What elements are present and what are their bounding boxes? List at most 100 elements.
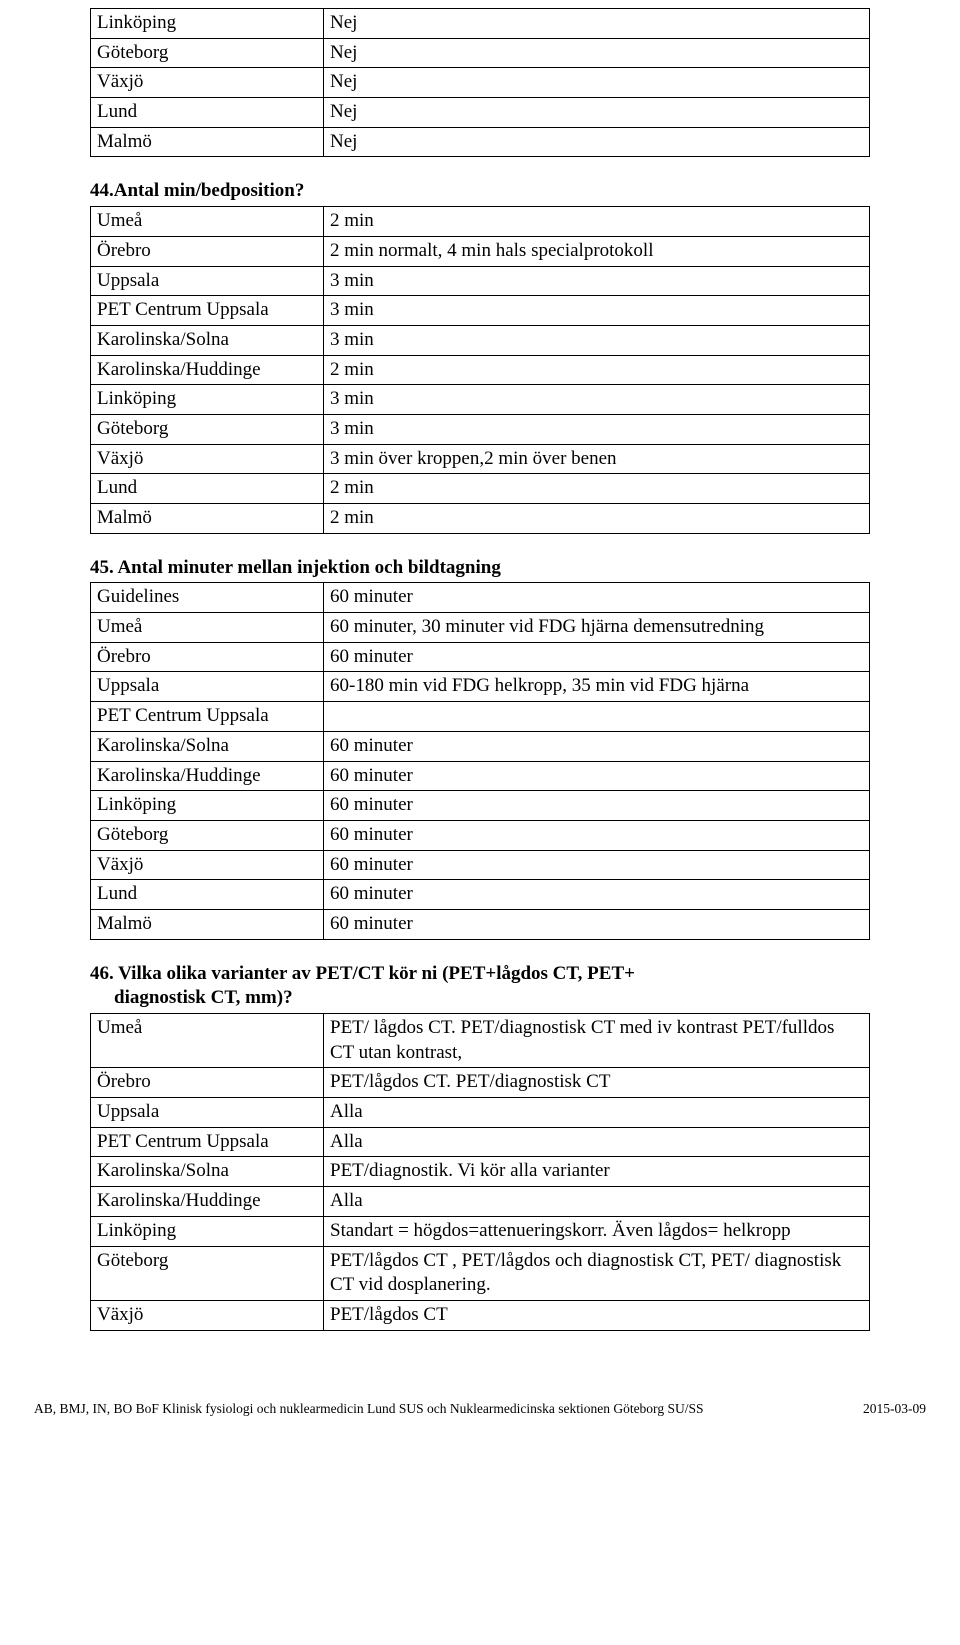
- cell-label: Karolinska/Huddinge: [91, 355, 324, 385]
- cell-label: Malmö: [91, 127, 324, 157]
- cell-value: 2 min: [324, 504, 870, 534]
- cell-label: Uppsala: [91, 266, 324, 296]
- cell-label: Örebro: [91, 1068, 324, 1098]
- table-row: Linköping60 minuter: [91, 791, 870, 821]
- table-row: ÖrebroPET/lågdos CT. PET/diagnostisk CT: [91, 1068, 870, 1098]
- cell-value: 2 min: [324, 474, 870, 504]
- table-row: GöteborgPET/lågdos CT , PET/lågdos och d…: [91, 1246, 870, 1300]
- table-row: Växjö60 minuter: [91, 850, 870, 880]
- table-row: Göteborg60 minuter: [91, 820, 870, 850]
- cell-label: Örebro: [91, 642, 324, 672]
- cell-value: Nej: [324, 98, 870, 128]
- cell-label: Göteborg: [91, 820, 324, 850]
- cell-value: Nej: [324, 38, 870, 68]
- cell-label: Guidelines: [91, 583, 324, 613]
- cell-value: PET/lågdos CT: [324, 1300, 870, 1330]
- table-row: MalmöNej: [91, 127, 870, 157]
- table-45: Guidelines60 minuterUmeå60 minuter, 30 m…: [90, 582, 870, 939]
- cell-value: 3 min: [324, 325, 870, 355]
- cell-value: 2 min normalt, 4 min hals specialprotoko…: [324, 236, 870, 266]
- cell-label: Umeå: [91, 613, 324, 643]
- table-row: PET Centrum Uppsala: [91, 702, 870, 732]
- cell-label: Karolinska/Huddinge: [91, 1187, 324, 1217]
- cell-value: 60 minuter: [324, 583, 870, 613]
- table-row: Karolinska/Solna3 min: [91, 325, 870, 355]
- cell-value: Alla: [324, 1187, 870, 1217]
- cell-value: Nej: [324, 9, 870, 39]
- cell-value: 60 minuter, 30 minuter vid FDG hjärna de…: [324, 613, 870, 643]
- cell-label: Linköping: [91, 385, 324, 415]
- table-row: Uppsala3 min: [91, 266, 870, 296]
- table-row: Göteborg3 min: [91, 414, 870, 444]
- cell-label: Växjö: [91, 68, 324, 98]
- table-row: Malmö2 min: [91, 504, 870, 534]
- heading-46: 46. Vilka olika varianter av PET/CT kör …: [90, 962, 870, 1011]
- cell-value: PET/ lågdos CT. PET/diagnostisk CT med i…: [324, 1014, 870, 1068]
- cell-label: Uppsala: [91, 672, 324, 702]
- cell-label: Lund: [91, 474, 324, 504]
- cell-label: Uppsala: [91, 1098, 324, 1128]
- cell-label: Umeå: [91, 1014, 324, 1068]
- table-row: Umeå2 min: [91, 207, 870, 237]
- table-row: UppsalaAlla: [91, 1098, 870, 1128]
- cell-label: Malmö: [91, 909, 324, 939]
- table-row: Linköping3 min: [91, 385, 870, 415]
- cell-value: Alla: [324, 1098, 870, 1128]
- cell-value: 2 min: [324, 207, 870, 237]
- cell-label: Karolinska/Solna: [91, 325, 324, 355]
- table-row: LinköpingStandart = högdos=attenueringsk…: [91, 1216, 870, 1246]
- cell-label: PET Centrum Uppsala: [91, 1127, 324, 1157]
- table-row: VäxjöPET/lågdos CT: [91, 1300, 870, 1330]
- heading-45: 45. Antal minuter mellan injektion och b…: [90, 556, 870, 581]
- cell-label: Linköping: [91, 9, 324, 39]
- cell-value: PET/lågdos CT , PET/lågdos och diagnosti…: [324, 1246, 870, 1300]
- table-row: PET Centrum Uppsala3 min: [91, 296, 870, 326]
- cell-value: 60 minuter: [324, 731, 870, 761]
- cell-label: Malmö: [91, 504, 324, 534]
- table-row: Karolinska/SolnaPET/diagnostik. Vi kör a…: [91, 1157, 870, 1187]
- cell-label: Växjö: [91, 850, 324, 880]
- heading-46-line1: 46. Vilka olika varianter av PET/CT kör …: [90, 963, 635, 984]
- table-row: Karolinska/HuddingeAlla: [91, 1187, 870, 1217]
- cell-label: Göteborg: [91, 38, 324, 68]
- table-row: LundNej: [91, 98, 870, 128]
- cell-value: PET/lågdos CT. PET/diagnostisk CT: [324, 1068, 870, 1098]
- cell-label: PET Centrum Uppsala: [91, 296, 324, 326]
- cell-label: Karolinska/Huddinge: [91, 761, 324, 791]
- table-row: Lund2 min: [91, 474, 870, 504]
- cell-value: 60 minuter: [324, 791, 870, 821]
- cell-label: Göteborg: [91, 1246, 324, 1300]
- cell-value: 3 min: [324, 266, 870, 296]
- cell-value: 3 min: [324, 385, 870, 415]
- cell-value: Standart = högdos=attenueringskorr. Även…: [324, 1216, 870, 1246]
- cell-value: Nej: [324, 127, 870, 157]
- table-row: GöteborgNej: [91, 38, 870, 68]
- cell-label: Umeå: [91, 207, 324, 237]
- cell-value: 60 minuter: [324, 642, 870, 672]
- cell-label: Lund: [91, 880, 324, 910]
- table-46: UmeåPET/ lågdos CT. PET/diagnostisk CT m…: [90, 1013, 870, 1331]
- cell-value: 60 minuter: [324, 909, 870, 939]
- cell-label: Lund: [91, 98, 324, 128]
- footer-left: AB, BMJ, IN, BO BoF Klinisk fysiologi oc…: [34, 1401, 703, 1417]
- cell-value: Nej: [324, 68, 870, 98]
- heading-46-line2: diagnostisk CT, mm)?: [90, 987, 293, 1008]
- table-row: Guidelines60 minuter: [91, 583, 870, 613]
- cell-value: 60 minuter: [324, 761, 870, 791]
- cell-value: 3 min: [324, 414, 870, 444]
- cell-label: Linköping: [91, 791, 324, 821]
- table-row: UmeåPET/ lågdos CT. PET/diagnostisk CT m…: [91, 1014, 870, 1068]
- table-row: Karolinska/Huddinge2 min: [91, 355, 870, 385]
- cell-label: Örebro: [91, 236, 324, 266]
- cell-label: Växjö: [91, 1300, 324, 1330]
- heading-44: 44.Antal min/bedposition?: [90, 179, 870, 204]
- table-row: Lund60 minuter: [91, 880, 870, 910]
- footer-right: 2015-03-09: [863, 1401, 926, 1417]
- cell-value: 2 min: [324, 355, 870, 385]
- table-row: PET Centrum UppsalaAlla: [91, 1127, 870, 1157]
- table-row: Uppsala60-180 min vid FDG helkropp, 35 m…: [91, 672, 870, 702]
- cell-label: Karolinska/Solna: [91, 1157, 324, 1187]
- cell-label: Växjö: [91, 444, 324, 474]
- cell-label: Linköping: [91, 1216, 324, 1246]
- cell-value: Alla: [324, 1127, 870, 1157]
